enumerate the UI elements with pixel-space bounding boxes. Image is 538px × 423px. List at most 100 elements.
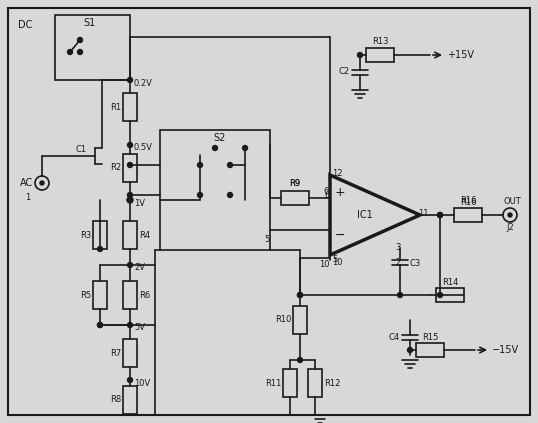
Circle shape <box>437 292 442 297</box>
Text: R5: R5 <box>80 291 91 299</box>
Bar <box>366 48 394 62</box>
Text: C1: C1 <box>76 146 87 154</box>
Bar <box>123 154 137 182</box>
Circle shape <box>197 162 202 168</box>
Text: 1: 1 <box>25 193 31 202</box>
Bar <box>281 191 309 205</box>
Text: R13: R13 <box>372 37 388 46</box>
Circle shape <box>128 143 132 148</box>
Circle shape <box>77 38 82 42</box>
Text: R7: R7 <box>110 349 121 357</box>
Circle shape <box>40 181 44 185</box>
Text: R2: R2 <box>110 164 121 173</box>
Text: OUT: OUT <box>503 197 521 206</box>
Circle shape <box>243 146 247 151</box>
Text: C2: C2 <box>339 68 350 77</box>
Text: +15V: +15V <box>447 50 474 60</box>
Circle shape <box>128 198 132 203</box>
Text: −15V: −15V <box>492 345 519 355</box>
Text: R9: R9 <box>289 179 301 188</box>
Bar <box>308 369 322 397</box>
Text: R16: R16 <box>460 196 476 205</box>
Circle shape <box>437 212 442 217</box>
Text: +: + <box>335 187 345 200</box>
Text: 5: 5 <box>265 235 270 244</box>
Text: R12: R12 <box>324 379 341 387</box>
Bar <box>416 343 444 357</box>
Text: 2V: 2V <box>134 264 145 272</box>
Text: DC: DC <box>18 20 32 30</box>
Text: R3: R3 <box>80 231 91 239</box>
Text: −: − <box>335 228 345 242</box>
Text: AC: AC <box>20 178 33 188</box>
Text: 11: 11 <box>418 209 428 217</box>
Text: 0.5V: 0.5V <box>134 143 153 153</box>
Bar <box>293 306 307 334</box>
Circle shape <box>128 162 132 168</box>
Circle shape <box>77 49 82 55</box>
Bar <box>123 281 137 309</box>
Bar <box>123 386 137 414</box>
Circle shape <box>97 322 103 327</box>
Bar <box>454 208 482 222</box>
Bar <box>123 221 137 249</box>
Text: C3: C3 <box>410 258 421 267</box>
Circle shape <box>128 322 132 327</box>
Text: R10: R10 <box>274 316 291 324</box>
Text: R14: R14 <box>442 278 458 287</box>
Circle shape <box>128 263 132 267</box>
Text: R6: R6 <box>139 291 150 299</box>
Bar <box>123 93 137 121</box>
Bar <box>55 15 130 80</box>
Text: S1: S1 <box>84 18 96 28</box>
Circle shape <box>398 292 402 297</box>
Circle shape <box>437 212 442 217</box>
Text: R9: R9 <box>289 179 301 188</box>
Text: R4: R4 <box>139 231 150 239</box>
Text: 5: 5 <box>332 255 337 264</box>
Circle shape <box>228 192 232 198</box>
Text: J2: J2 <box>506 223 514 232</box>
Circle shape <box>97 322 103 327</box>
Circle shape <box>407 348 413 352</box>
Text: 5V: 5V <box>134 324 145 332</box>
Circle shape <box>357 52 363 58</box>
Circle shape <box>298 357 302 363</box>
Text: 1V: 1V <box>134 198 145 208</box>
Text: IC1: IC1 <box>357 210 373 220</box>
Circle shape <box>298 292 302 297</box>
Text: S2: S2 <box>214 133 226 143</box>
Circle shape <box>128 192 132 198</box>
Circle shape <box>67 49 73 55</box>
Text: R8: R8 <box>110 396 121 404</box>
Circle shape <box>128 77 132 82</box>
Bar <box>283 369 297 397</box>
Circle shape <box>298 292 302 297</box>
Circle shape <box>97 247 103 252</box>
Bar <box>160 130 270 250</box>
Bar <box>436 288 464 302</box>
Bar <box>93 221 107 249</box>
Text: 3: 3 <box>395 244 400 253</box>
Text: R1: R1 <box>110 102 121 112</box>
Text: 10: 10 <box>332 258 343 267</box>
Circle shape <box>508 213 512 217</box>
Circle shape <box>228 162 232 168</box>
Text: C4: C4 <box>389 332 400 341</box>
Text: 6: 6 <box>324 190 330 200</box>
Circle shape <box>128 377 132 382</box>
Text: 10: 10 <box>320 260 330 269</box>
Text: R16: R16 <box>460 198 476 207</box>
Text: 12: 12 <box>332 169 343 178</box>
Text: 6: 6 <box>323 187 328 197</box>
Circle shape <box>213 146 217 151</box>
Text: R11: R11 <box>265 379 281 387</box>
Text: 2: 2 <box>395 258 400 267</box>
Text: 0.2V: 0.2V <box>134 79 153 88</box>
Text: 10V: 10V <box>134 379 150 387</box>
Bar <box>93 281 107 309</box>
Circle shape <box>127 197 133 203</box>
Text: R15: R15 <box>422 333 438 342</box>
Bar <box>123 339 137 367</box>
Circle shape <box>197 192 202 198</box>
